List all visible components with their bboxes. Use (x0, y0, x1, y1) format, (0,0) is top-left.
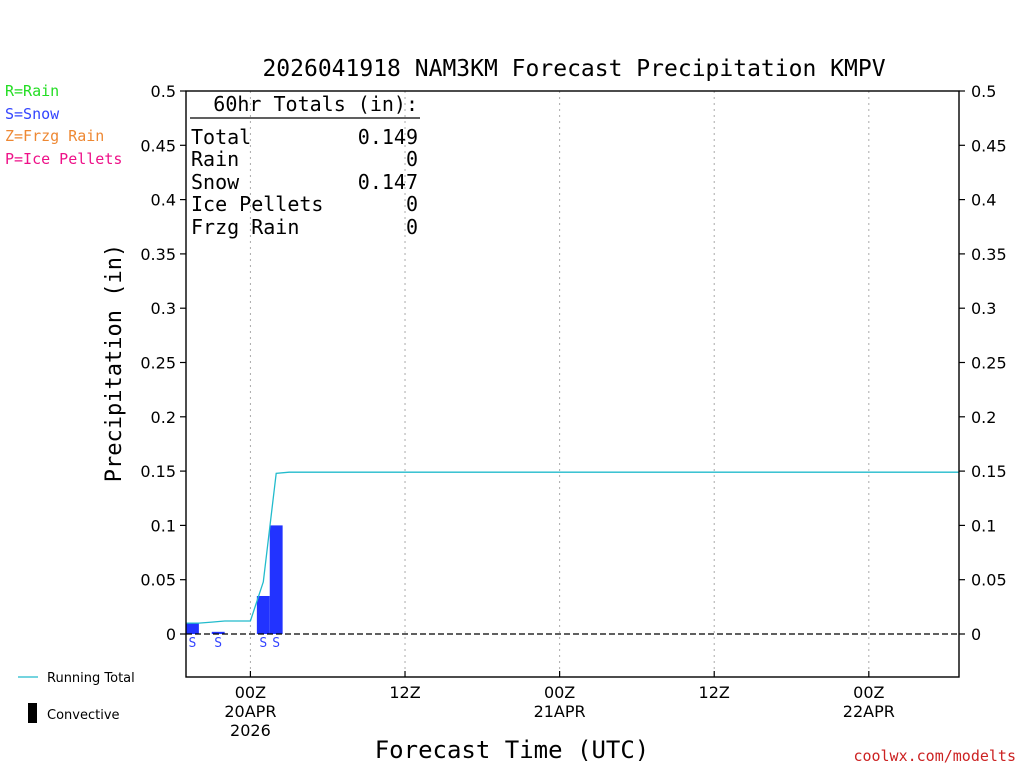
legend-snow: S=Snow (5, 105, 60, 123)
x-tick-label-0-2: 2026 (230, 721, 271, 740)
convective-legend-label: Convective (47, 708, 120, 723)
y-tick-label-left-5: 0.25 (140, 354, 176, 373)
grid-lines (249, 91, 870, 677)
y-tick-label-right-0: 0 (971, 625, 981, 644)
totals-value-total: 0.149 (358, 125, 418, 149)
totals-header: 60hr Totals (in): (213, 92, 418, 116)
totals-value-ice-pellets: 0 (406, 192, 418, 216)
running-total-line (186, 471, 959, 624)
legend-ice-pellets: P=Ice Pellets (5, 150, 122, 168)
chart-title: 2026041918 NAM3KM Forecast Precipitation… (262, 56, 885, 82)
totals-label-total: Total (191, 125, 251, 149)
y-axis-label: Precipitation (in) (102, 244, 127, 482)
y-tick-label-left-8: 0.4 (151, 191, 176, 210)
y-tick-label-right-5: 0.25 (971, 354, 1007, 373)
y-tick-label-right-6: 0.3 (971, 299, 996, 318)
axes: 0 00.05 0.050.1 0.10.15 0.150.2 0.20.25 0.250.… (140, 82, 1006, 740)
x-tick-label-4-1: 22APR (843, 702, 895, 721)
bar-ptype-label-3: S (272, 636, 280, 651)
totals-value-rain: 0 (406, 147, 418, 171)
precip-type-legend: R=Rain S=Snow Z=Frzg Rain P=Ice Pellets (5, 82, 122, 168)
running-total-legend-label: Running Total (47, 671, 135, 686)
legend-rain: R=Rain (5, 82, 59, 100)
totals-label-ice-pellets: Ice Pellets (191, 192, 323, 216)
x-tick-label-4-0: 00Z (853, 683, 884, 702)
x-tick-label-0-0: 00Z (235, 683, 266, 702)
credit-text: coolwx.com/modelts (853, 747, 1016, 765)
y-tick-label-right-4: 0.2 (971, 408, 996, 427)
bar-ptype-label-1: S (214, 636, 222, 651)
running-total-series (186, 471, 959, 624)
y-tick-label-left-6: 0.3 (151, 299, 176, 318)
totals-label-frzg-rain: Frzg Rain (191, 215, 299, 239)
y-tick-label-left-4: 0.2 (151, 408, 176, 427)
precip-bar-3 (269, 525, 283, 634)
y-tick-label-right-8: 0.4 (971, 191, 996, 210)
totals-value-snow: 0.147 (358, 170, 418, 194)
x-tick-label-0-1: 20APR (224, 702, 276, 721)
bar-ptype-label-0: S (189, 636, 197, 651)
x-tick-label-2-0: 00Z (544, 683, 575, 702)
y-tick-label-left-3: 0.15 (140, 462, 176, 481)
y-tick-label-left-10: 0.5 (151, 82, 176, 101)
precip-bar-1 (211, 631, 225, 634)
y-tick-label-right-3: 0.15 (971, 462, 1007, 481)
totals-label-snow: Snow (191, 170, 240, 194)
x-axis-label: Forecast Time (UTC) (375, 736, 650, 764)
totals-label-rain: Rain (191, 147, 239, 171)
x-tick-label-1-0: 12Z (389, 683, 420, 702)
plot-frame (185, 90, 960, 678)
bar-ptype-label-2: S (259, 636, 267, 651)
y-tick-label-left-2: 0.1 (151, 516, 176, 535)
precip-bar-0 (186, 623, 199, 634)
convective-legend-swatch (28, 703, 37, 723)
y-tick-label-left-1: 0.05 (140, 571, 176, 590)
precip-bar-2 (256, 595, 270, 634)
x-tick-label-2-1: 21APR (534, 702, 586, 721)
y-tick-label-right-1: 0.05 (971, 571, 1007, 590)
y-tick-label-left-0: 0 (166, 625, 176, 644)
y-tick-label-right-10: 0.5 (971, 82, 996, 101)
y-tick-label-left-9: 0.45 (140, 136, 176, 155)
series-legend: Running Total Convective (18, 671, 135, 723)
y-tick-label-right-7: 0.35 (971, 245, 1007, 264)
legend-frzg-rain: Z=Frzg Rain (5, 127, 104, 145)
totals-value-frzg-rain: 0 (406, 215, 418, 239)
x-tick-label-3-0: 12Z (699, 683, 730, 702)
y-tick-label-right-9: 0.45 (971, 136, 1007, 155)
y-tick-label-left-7: 0.35 (140, 245, 176, 264)
y-tick-label-right-2: 0.1 (971, 516, 996, 535)
totals-box: 60hr Totals (in): Total 0.149 Rain 0 Sno… (190, 92, 420, 239)
